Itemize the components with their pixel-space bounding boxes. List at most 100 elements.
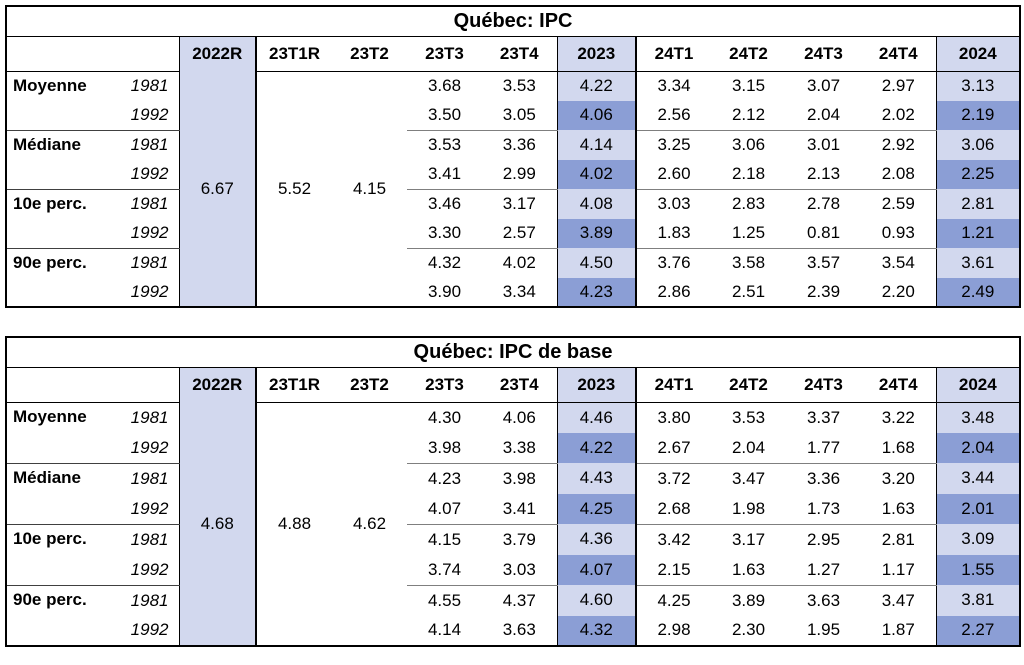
value-cell: 1.63 [861, 493, 937, 525]
value-cell: 1.55 [936, 554, 1021, 585]
value-cell: 4.37 [482, 585, 558, 616]
value-cell: 2.60 [636, 159, 711, 190]
column-header: 23T2 [332, 36, 407, 72]
value-cell: 2.08 [861, 159, 937, 190]
value-cell: 4.22 [557, 432, 637, 463]
base-year-label: 1992 [111, 432, 180, 464]
value-cell: 2.20 [861, 277, 937, 307]
value-cell: 3.13 [936, 71, 1021, 101]
value-cell: 3.01 [806, 135, 841, 154]
base-year-label: 1981 [111, 71, 180, 101]
value-cell: 3.36 [482, 130, 558, 160]
value-cell: 2.57 [482, 218, 558, 249]
value-cell: 3.47 [861, 585, 937, 616]
row-group-label: Moyenne [6, 71, 111, 131]
value-cell: 4.46 [557, 402, 637, 433]
value-cell: 3.06 [936, 130, 1021, 160]
column-header: 24T1 [636, 367, 711, 403]
base-year-label: 1981 [111, 524, 180, 555]
value-cell: 2.56 [636, 100, 711, 131]
column-header: 23T1R [256, 36, 332, 72]
value-cell: 3.81 [936, 585, 1021, 616]
ipc-base-table: Québec: IPC de base 2022R 23T1R 23T2 23T… [5, 336, 1022, 647]
value-cell: 1.27 [786, 554, 861, 586]
base-year-label: 1981 [111, 130, 180, 160]
value-cell: 1.63 [711, 554, 786, 586]
base-year-label: 1981 [111, 585, 180, 616]
base-year-label: 1992 [111, 554, 180, 586]
value-cell: 3.37 [806, 407, 841, 427]
value-cell: 2.67 [636, 432, 711, 464]
value-cell: 4.06 [482, 402, 558, 433]
value-cell: 3.06 [731, 135, 766, 154]
value-cell: 3.41 [407, 159, 482, 190]
value-cell: 3.17 [482, 189, 558, 219]
value-cell: 4.06 [557, 100, 637, 130]
value-cell: 4.07 [407, 493, 482, 525]
value-cell: 1.77 [786, 432, 861, 464]
value-cell: 2.86 [657, 281, 691, 301]
merged-value-cell: 4.68 [179, 402, 257, 646]
value-cell: 2.01 [936, 493, 1021, 524]
value-cell: 3.53 [427, 135, 462, 154]
value-cell: 4.14 [557, 130, 637, 160]
value-cell: 1.68 [861, 432, 937, 464]
value-cell: 3.89 [731, 590, 766, 610]
column-header: 2023 [557, 367, 637, 403]
value-cell: 3.72 [657, 468, 691, 488]
value-cell: 2.12 [711, 100, 786, 131]
value-cell: 2.18 [711, 159, 786, 190]
value-cell: 3.34 [482, 277, 558, 307]
empty-header-cell [6, 36, 180, 72]
value-cell: 4.23 [557, 277, 637, 307]
value-cell: 3.15 [731, 76, 766, 95]
value-cell: 3.36 [806, 468, 841, 488]
value-cell: 3.53 [731, 407, 766, 427]
base-year-label: 1981 [111, 248, 180, 278]
value-cell: 4.22 [557, 71, 637, 101]
value-cell: 3.58 [731, 253, 766, 272]
column-header: 23T3 [407, 36, 482, 72]
empty-header-cell [6, 367, 180, 403]
value-cell: 3.09 [936, 524, 1021, 555]
value-cell: 2.78 [806, 194, 841, 213]
row-group-label: Médiane [6, 130, 111, 190]
row-group-label: 10e perc. [6, 524, 111, 586]
value-cell: 4.32 [557, 615, 637, 646]
value-cell: 3.98 [482, 463, 558, 494]
value-cell: 4.60 [557, 585, 637, 616]
base-year-label: 1981 [111, 189, 180, 219]
column-header: 23T4 [482, 367, 558, 403]
value-cell: 4.55 [427, 590, 462, 610]
value-cell: 1.83 [636, 218, 711, 249]
value-cell: 3.98 [407, 432, 482, 464]
value-cell: 2.68 [636, 493, 711, 525]
value-cell: 4.02 [482, 248, 558, 278]
value-cell: 3.63 [806, 590, 841, 610]
table-title: Québec: IPC [6, 6, 1021, 37]
value-cell: 3.03 [657, 194, 691, 213]
value-cell: 2.49 [936, 277, 1021, 307]
value-cell: 3.34 [657, 76, 691, 95]
value-cell: 4.23 [427, 468, 462, 488]
merged-value-cell: 4.88 [277, 513, 312, 533]
row-group-label: 10e perc. [6, 189, 111, 249]
value-cell: 2.04 [936, 432, 1021, 463]
value-cell: 3.54 [861, 248, 937, 278]
value-cell: 2.98 [657, 620, 691, 640]
value-cell: 1.73 [786, 493, 861, 525]
value-cell: 4.15 [427, 529, 462, 549]
base-year-label: 1992 [111, 159, 180, 190]
value-cell: 2.39 [806, 281, 841, 301]
column-header: 24T3 [786, 367, 861, 403]
value-cell: 3.03 [482, 554, 558, 586]
column-header: 24T2 [711, 367, 786, 403]
base-year-label: 1992 [111, 493, 180, 525]
column-header: 23T3 [407, 367, 482, 403]
value-cell: 2.81 [861, 524, 937, 555]
ipc-table: Québec: IPC 2022R 23T1R 23T2 23T3 23T4 2… [5, 5, 1022, 308]
merged-value-cell: 5.52 [277, 178, 312, 198]
value-cell: 2.92 [861, 130, 937, 160]
value-cell: 4.08 [557, 189, 637, 219]
value-cell: 3.63 [482, 615, 558, 646]
